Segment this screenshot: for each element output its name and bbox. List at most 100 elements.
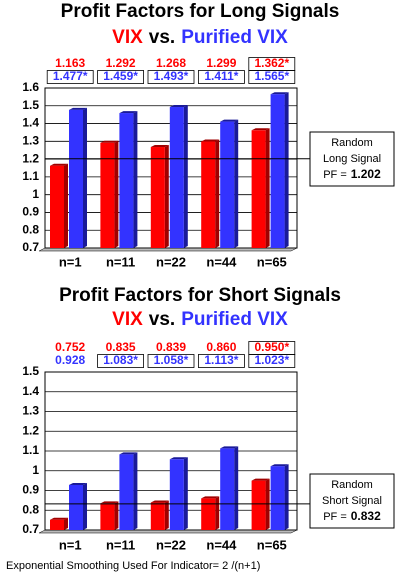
bar (270, 94, 285, 248)
label-box (147, 354, 195, 368)
x-tick-label: n=22 (156, 537, 186, 552)
x-tick-label: n=44 (206, 537, 237, 552)
label-box (197, 70, 245, 84)
y-tick-label: 1.3 (22, 404, 39, 418)
value-label: 1.565* (254, 69, 289, 83)
bar-side (133, 111, 138, 248)
value-label: 0.835 (106, 340, 136, 354)
bar (201, 141, 216, 248)
bar-side (83, 107, 87, 248)
bar (251, 130, 266, 248)
legend-separator: vs. (149, 309, 175, 330)
label-box (97, 70, 144, 84)
bar-top (270, 464, 289, 467)
bar-top (119, 111, 138, 114)
bar-side (133, 452, 138, 530)
bar-top (69, 107, 87, 110)
reference-label: PF = 1.202 (323, 167, 381, 181)
bar (119, 454, 134, 530)
x-tick-label: n=11 (106, 537, 135, 552)
bar-top (169, 457, 188, 460)
label-box (97, 354, 144, 368)
bar (220, 448, 235, 530)
bar-side (183, 105, 188, 249)
legend-entry: Purified VIX (181, 309, 288, 330)
value-label: 0.950* (254, 340, 289, 354)
y-tick-label: 0.7 (22, 240, 39, 254)
label-box (197, 354, 245, 368)
x-tick-label: n=1 (59, 537, 82, 552)
y-tick-label: 1.4 (22, 384, 39, 398)
bar-top (251, 478, 270, 481)
value-label: 1.292 (106, 56, 136, 70)
bar-top (119, 452, 138, 455)
floor (38, 529, 298, 534)
bar (100, 142, 115, 248)
bar-top (169, 105, 188, 108)
bar (50, 165, 64, 248)
y-tick-label: 0.9 (22, 205, 39, 219)
y-tick-label: 1.3 (22, 134, 39, 148)
reference-value: 1.202 (351, 167, 381, 181)
value-label: 1.362* (254, 56, 289, 70)
reference-text: Long Signal (323, 153, 381, 165)
y-tick-label: 0.7 (22, 522, 39, 536)
value-label: 1.113* (204, 353, 238, 367)
bar-top (100, 140, 119, 143)
bar (69, 109, 83, 248)
y-tick-label: 1 (32, 187, 39, 201)
y-tick-label: 1.5 (22, 364, 39, 378)
reference-prefix: PF = (323, 169, 347, 181)
bar-top (150, 145, 169, 148)
y-tick-label: 0.9 (22, 483, 39, 497)
legend-separator: vs. (149, 27, 175, 48)
bar-side (114, 140, 119, 248)
value-label: 1.058* (154, 353, 189, 367)
bar-side (234, 446, 239, 530)
reference-box (309, 131, 395, 187)
value-label: 1.493* (154, 69, 189, 83)
bar-side (183, 457, 188, 530)
x-tick-label: n=11 (106, 254, 135, 269)
bar (150, 147, 165, 248)
reference-text: Random (331, 479, 373, 491)
legend: VIX vs. Purified VIX (112, 309, 288, 330)
bar (150, 502, 165, 530)
legend-entry: VIX (112, 27, 143, 48)
bar-side (284, 92, 289, 248)
legend-entry: VIX (112, 309, 143, 330)
x-tick-label: n=65 (257, 537, 287, 552)
value-label: 1.023* (254, 353, 289, 367)
value-label: 1.268 (156, 56, 186, 70)
bar (201, 498, 216, 530)
bar-top (150, 500, 169, 503)
bar-side (215, 496, 220, 530)
bar (169, 107, 184, 249)
footnote: Exponential Smoothing Used For Indicator… (6, 560, 260, 572)
label-box (147, 70, 195, 84)
bar-top (270, 92, 289, 95)
bar (270, 466, 285, 530)
x-tick-label: n=44 (206, 254, 237, 269)
value-label: 1.299 (206, 56, 236, 70)
bar (220, 121, 235, 248)
reference-text: Short Signal (322, 495, 382, 507)
bar-side (265, 128, 270, 248)
bar-side (114, 501, 119, 530)
label-box (248, 70, 296, 84)
value-label: 1.411* (204, 69, 238, 83)
value-label: 1.459* (103, 69, 138, 83)
floor (38, 247, 298, 252)
bar (50, 519, 64, 530)
bar (119, 113, 134, 248)
value-label: 1.083* (103, 353, 138, 367)
reference-label: PF = 0.832 (323, 509, 381, 523)
bar-top (201, 139, 220, 142)
bar-top (50, 163, 68, 166)
y-tick-label: 0.8 (22, 502, 39, 516)
bar-top (220, 446, 239, 449)
reference-box (309, 473, 395, 529)
bar-top (251, 128, 270, 131)
reference-value: 0.832 (351, 509, 381, 523)
